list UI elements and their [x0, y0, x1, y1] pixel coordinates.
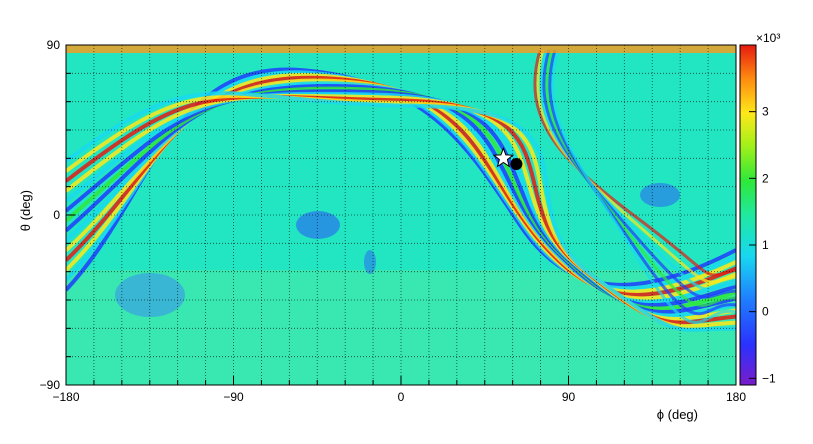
y-axis-title: θ (deg): [18, 190, 33, 231]
x-tick-label: 180: [726, 390, 746, 404]
colorbar-tick-label: 0: [762, 305, 769, 319]
x-tick-label: −90: [223, 390, 244, 404]
plot-grid: [66, 45, 736, 385]
x-axis-ticks: −180 −90 0 90 180: [52, 376, 746, 404]
y-tick-label: 90: [47, 38, 61, 52]
colorbar: −1 0 1 2 3 ×10³: [739, 31, 780, 386]
x-axis-title: ϕ (deg): [657, 407, 698, 422]
y-tick-label: 0: [53, 208, 60, 222]
heatmap-band: [542, 49, 736, 299]
heatmap-blue-patch: [364, 250, 376, 274]
heatmap-plot-area: [66, 45, 736, 385]
y-tick-label: −90: [40, 378, 61, 392]
y-axis-ticks: −90 0 90: [40, 38, 75, 392]
source-markers: [492, 146, 523, 170]
colorbar-tick-label: 3: [762, 105, 769, 119]
heatmap-band: [539, 49, 736, 291]
heatmap-blue-patch: [296, 211, 340, 239]
colorbar-tick-label: 2: [762, 171, 769, 185]
x-tick-label: 90: [562, 390, 576, 404]
x-tick-label: 0: [398, 390, 405, 404]
heatmap-band: [66, 91, 736, 332]
x-tick-label: −180: [52, 390, 79, 404]
heatmap-blue-patch: [640, 183, 680, 207]
heatmap-band: [533, 49, 736, 277]
heatmap-band: [536, 49, 736, 284]
colorbar-tick-label: −1: [762, 371, 776, 385]
colorbar-multiplier: ×10³: [756, 31, 780, 45]
colorbar-gradient: [739, 44, 757, 386]
colorbar-ticks: −1 0 1 2 3: [749, 105, 776, 385]
heatmap-band: [545, 49, 736, 307]
colorbar-tick-label: 1: [762, 238, 769, 252]
heatmap-band: [548, 49, 736, 316]
star-marker: [492, 146, 515, 168]
heatmap-band: [551, 49, 736, 324]
heatmap-wave-bands: [66, 49, 736, 332]
dot-marker: [510, 158, 523, 170]
